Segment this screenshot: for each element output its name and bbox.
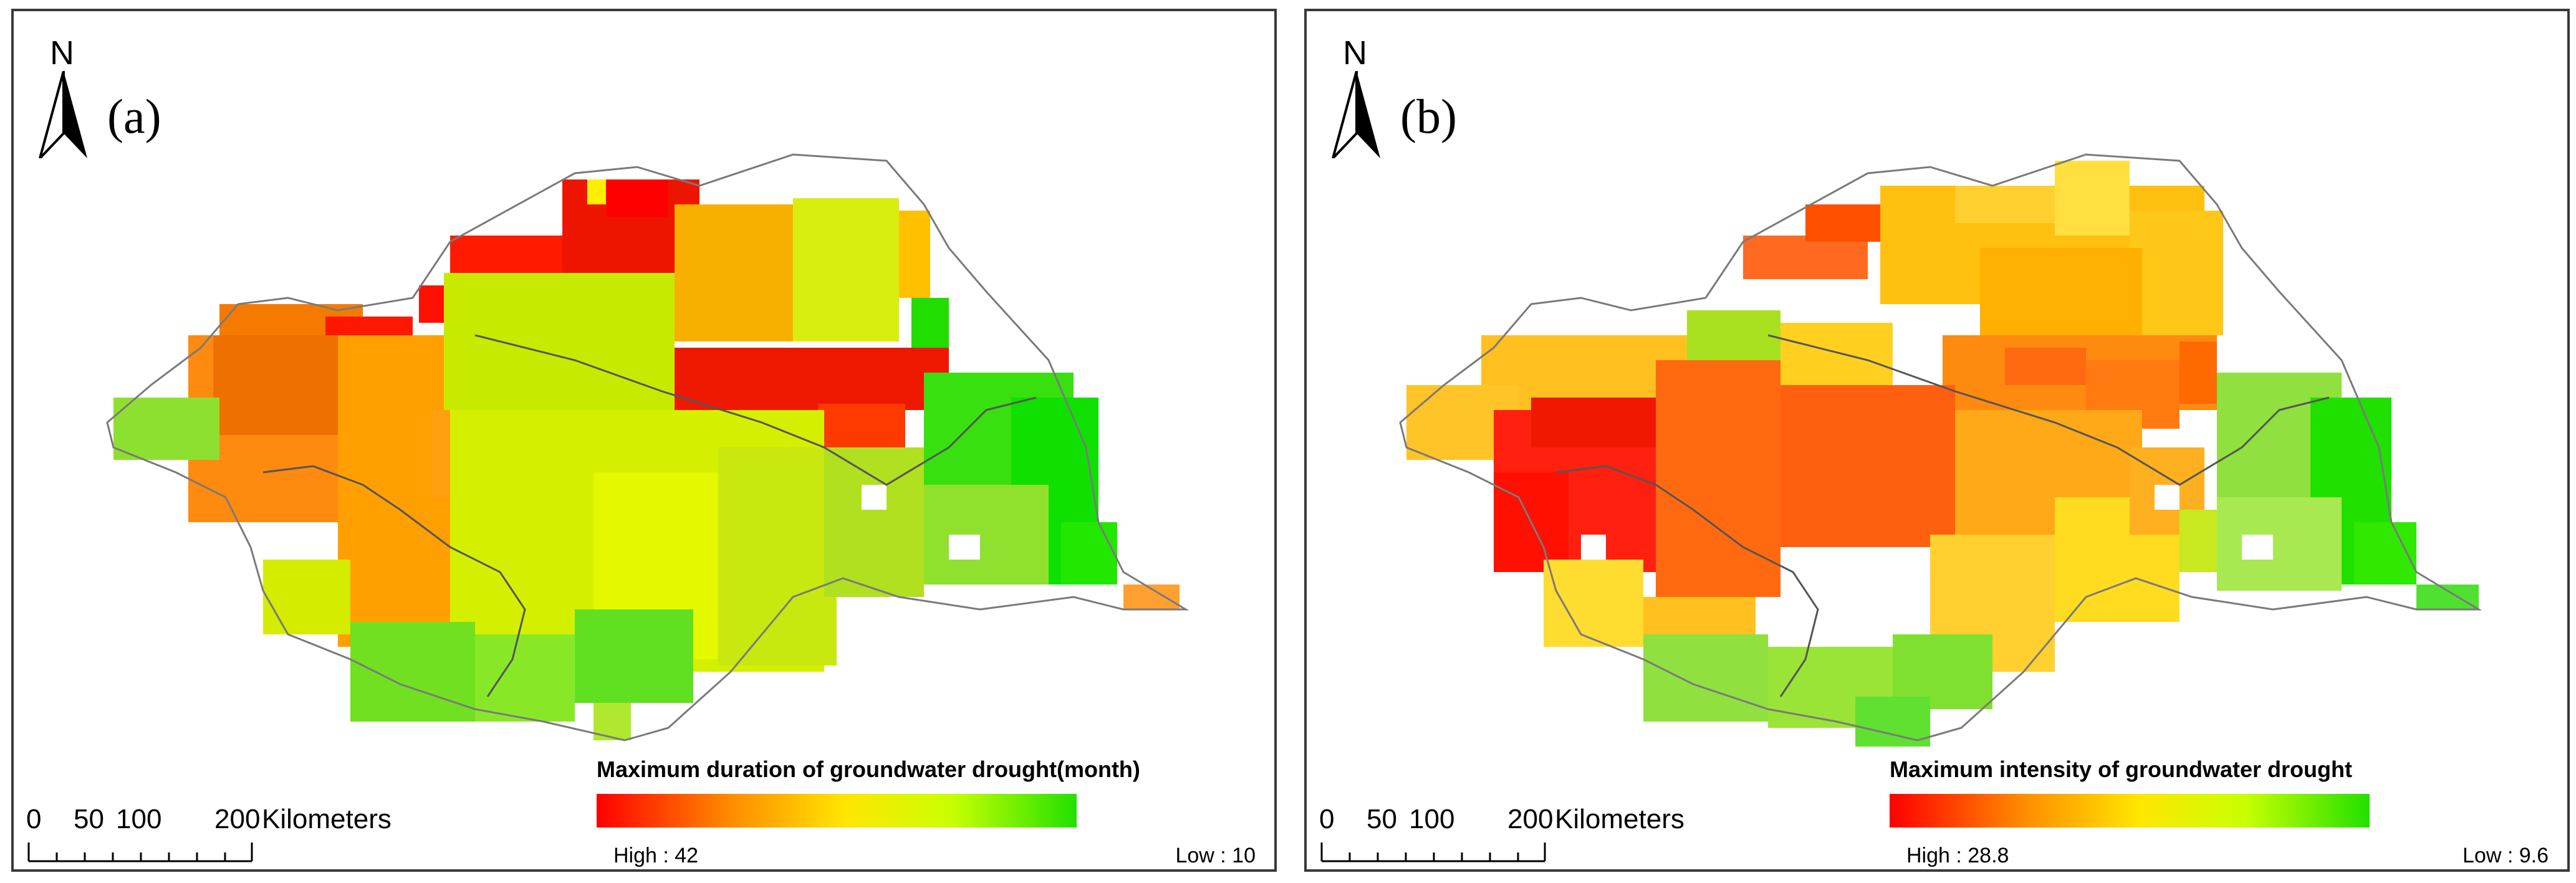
grid-cell [1643,634,1768,722]
north-label: N [50,34,74,72]
scale-tick-100: 100 [1409,804,1455,834]
grid-cell [1581,535,1606,560]
north-label: N [1343,34,1367,72]
scale-tick-200: 200 [214,804,261,834]
grid-cell [575,609,693,703]
legend-color-ramp [1890,794,2370,828]
grid-cell [1061,522,1117,585]
grid-cell [1687,310,1781,360]
grid-cell [2130,211,2223,335]
scale-bar [1320,842,1546,862]
legend-high-label: High : 28.8 [1906,844,2009,867]
legend-title: Maximum duration of groundwater drought(… [597,757,1140,782]
grid-cell [113,398,219,460]
scale-bar [27,842,253,862]
legend-low-label: Low : 10 [1175,844,1256,867]
grid-cell [2055,161,2130,236]
grid-cell [924,485,1049,585]
grid-cell [1781,323,1893,385]
river-line-2 [1767,334,2330,486]
river-line [1555,465,1819,697]
grid-cell [419,285,444,323]
grid-cell [2217,497,2342,591]
grid-cell [263,560,350,634]
grid-cell [793,198,899,341]
river-line [262,465,526,697]
scale-unit: Kilometers [262,804,392,834]
grid-cell [824,447,924,597]
grid-cell [213,335,338,435]
legend-high-label: High : 42 [613,844,699,867]
grid-cell [444,273,675,410]
grid-cell [899,211,930,298]
panel-label: (b) [1400,89,1457,143]
grid-cell [862,485,887,510]
grid-cell [718,447,837,666]
basin-boundary [1399,153,2482,742]
grid-cell [675,348,949,410]
grid-cell [1781,385,1955,547]
grid-cell [1731,385,1768,422]
legend-title: Maximum intensity of groundwater drought [1890,757,2353,782]
grid-cells [1406,161,2479,747]
grid-cell [2180,341,2217,404]
grid-cell [350,622,475,722]
scale-tick-50: 50 [1367,804,1397,834]
legend-low-label: Low : 9.6 [2463,844,2549,867]
grid-cell [2242,535,2273,560]
legend-color-ramp [597,794,1077,828]
grid-cell [2005,348,2086,385]
north-arrow-icon [39,71,87,158]
map-panel-b: N (b) 0 50 100 200 Kilometers Maximum in… [1304,9,2570,872]
grid-cell [1955,186,2055,223]
grid-cell [475,634,575,722]
scale-tick-0: 0 [26,804,42,834]
scale-unit: Kilometers [1555,804,1684,834]
grid-cell [1805,204,1880,242]
grid-cell [1743,236,1868,279]
scale-tick-100: 100 [116,804,162,834]
panel-label: (a) [107,89,161,143]
grid-cell [606,179,668,217]
grid-cell [818,404,905,454]
grid-cells [113,179,1180,740]
grid-cell [2155,485,2180,510]
grid-cell [1855,697,1930,747]
map-panel-a: N (a) 0 50 100 200 Kilometers Maximum du… [11,9,1277,872]
grid-cell [949,535,980,560]
river-line-2 [474,334,1037,486]
grid-cell [587,179,606,204]
scale-tick-0: 0 [1319,804,1335,834]
scale-tick-200: 200 [1507,804,1554,834]
grid-cell [1531,398,1656,447]
drought-intensity-map [1399,153,2482,747]
grid-cell [1980,248,2142,341]
north-arrow-icon [1332,71,1380,158]
scale-tick-50: 50 [74,804,104,834]
grid-cell [675,204,793,341]
basin-boundary [106,153,1189,742]
grid-cell [288,535,313,560]
grid-cell [1544,560,1643,647]
grid-cell [2416,585,2479,609]
drought-duration-map [106,153,1189,742]
